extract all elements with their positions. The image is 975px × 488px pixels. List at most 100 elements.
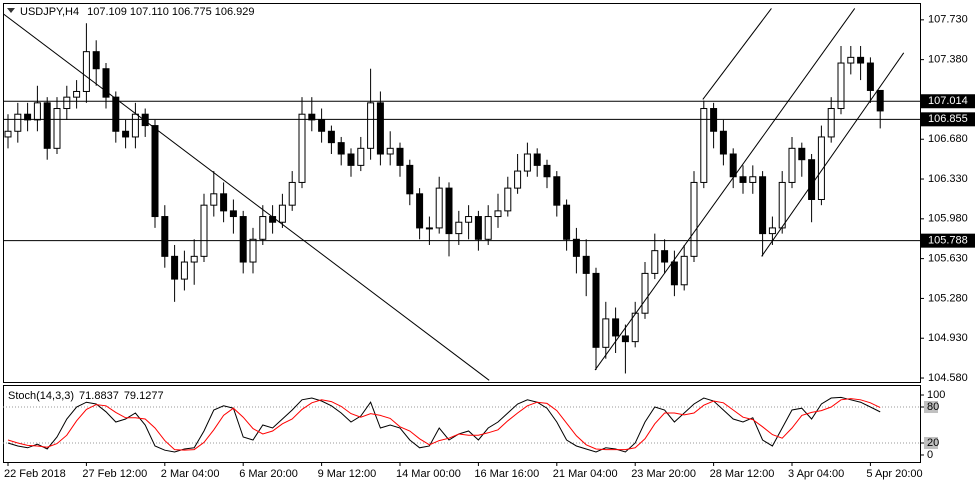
candle-body bbox=[288, 181, 296, 206]
trendline bbox=[761, 52, 905, 257]
trendline bbox=[594, 8, 856, 371]
chart-subtitle: 107.109 107.110 106.775 106.929 bbox=[87, 6, 254, 18]
candle-body bbox=[817, 136, 825, 200]
candle-body bbox=[474, 216, 482, 240]
x-tick-label: 21 Mar 04:00 bbox=[553, 468, 618, 480]
candle-body bbox=[435, 187, 443, 229]
x-tick-label: 14 Mar 00:00 bbox=[396, 468, 461, 480]
y-tick-label: 104.580 bbox=[928, 372, 968, 384]
candle-body bbox=[523, 153, 531, 172]
candle-body bbox=[122, 130, 130, 138]
candle-body bbox=[847, 56, 855, 64]
candle-body bbox=[376, 102, 384, 155]
x-tick-label: 6 Mar 20:00 bbox=[239, 468, 298, 480]
candle-body bbox=[131, 113, 139, 138]
y-tick-label: 105.980 bbox=[928, 213, 968, 225]
candle-body bbox=[533, 153, 541, 166]
x-tick-label: 2 Mar 04:00 bbox=[161, 468, 220, 480]
y-tick-label: 106.330 bbox=[928, 173, 968, 185]
price-label-box bbox=[921, 94, 975, 109]
y-tick-label: 20 bbox=[927, 437, 939, 449]
candle-body bbox=[700, 108, 708, 183]
y-tick-label: 105.280 bbox=[928, 292, 968, 304]
price-label: 107.014 bbox=[928, 95, 968, 107]
candle-body bbox=[416, 193, 424, 229]
candle-body bbox=[190, 255, 198, 263]
candle-body bbox=[759, 176, 767, 235]
y-tick-label: 100 bbox=[927, 389, 945, 401]
candle-body bbox=[641, 272, 649, 314]
candle-body bbox=[200, 204, 208, 257]
candle-body bbox=[602, 318, 610, 348]
candle-body bbox=[455, 221, 463, 235]
candle-body bbox=[92, 51, 100, 70]
candle-body bbox=[631, 312, 639, 343]
candle-body bbox=[53, 108, 61, 149]
candle-body bbox=[210, 193, 218, 206]
candle-body bbox=[651, 250, 659, 274]
candle-body bbox=[808, 159, 816, 200]
candle-body bbox=[396, 147, 404, 166]
candle-body bbox=[112, 96, 120, 132]
candle-body bbox=[857, 56, 865, 64]
candle-body bbox=[337, 142, 345, 155]
plot-area bbox=[3, 396, 920, 453]
level-label-box bbox=[924, 436, 938, 449]
y-tick-label: 80 bbox=[927, 401, 939, 413]
x-tick-label: 9 Mar 12:00 bbox=[318, 468, 377, 480]
plot-area bbox=[3, 8, 905, 381]
y-tick-label: 0 bbox=[927, 449, 933, 461]
candle-body bbox=[259, 216, 267, 240]
stoch-line bbox=[7, 396, 881, 453]
candle-body bbox=[367, 102, 375, 149]
candle-body bbox=[768, 227, 776, 235]
candle-body bbox=[63, 96, 71, 110]
candle-body bbox=[347, 153, 355, 166]
x-tick-label: 23 Mar 20:00 bbox=[631, 468, 696, 480]
candle-body bbox=[406, 164, 414, 195]
candle-body bbox=[827, 108, 835, 138]
candle-body bbox=[612, 318, 620, 337]
price-label: 105.788 bbox=[928, 235, 968, 247]
candle-body bbox=[4, 130, 12, 138]
price-label-box bbox=[921, 233, 975, 248]
menu-icon bbox=[7, 8, 15, 13]
candle-body bbox=[484, 216, 492, 240]
candle-body bbox=[749, 176, 757, 183]
candle-body bbox=[739, 176, 747, 183]
candle-body bbox=[543, 164, 551, 178]
level-label-box bbox=[924, 401, 938, 414]
candle-body bbox=[788, 147, 796, 183]
candle-body bbox=[553, 176, 561, 206]
candle-body bbox=[670, 261, 678, 286]
y-tick-label: 107.730 bbox=[928, 14, 968, 26]
candle-body bbox=[504, 187, 512, 212]
candle-body bbox=[141, 113, 149, 127]
candle-body bbox=[357, 147, 365, 166]
x-tick-label: 28 Mar 12:00 bbox=[710, 468, 775, 480]
candle-body bbox=[778, 181, 786, 229]
candle-body bbox=[73, 90, 81, 98]
candle-body bbox=[327, 130, 335, 144]
candle-body bbox=[24, 113, 32, 121]
candle-body bbox=[102, 68, 110, 98]
candle-body bbox=[308, 113, 316, 121]
price-label: 106.855 bbox=[928, 113, 968, 125]
candle-body bbox=[220, 193, 228, 212]
trendline bbox=[3, 13, 490, 381]
candle-body bbox=[837, 62, 845, 110]
candle-body bbox=[621, 335, 629, 343]
candle-body bbox=[690, 181, 698, 257]
candle-body bbox=[514, 170, 522, 189]
candle-body bbox=[729, 153, 737, 178]
candle-body bbox=[171, 255, 179, 280]
candle-body bbox=[719, 130, 727, 155]
candle-body bbox=[425, 227, 433, 230]
candle-body bbox=[82, 51, 90, 92]
candle-body bbox=[239, 216, 247, 263]
y-tick-label: 107.380 bbox=[928, 54, 968, 66]
x-tick-label: 22 Feb 2018 bbox=[4, 468, 66, 480]
candle-body bbox=[876, 89, 884, 112]
